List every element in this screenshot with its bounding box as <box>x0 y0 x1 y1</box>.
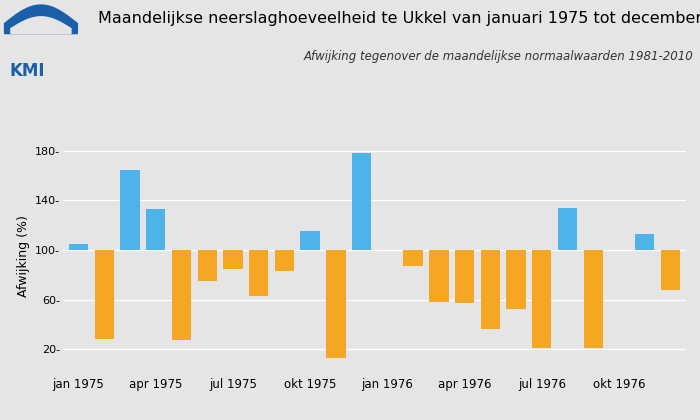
Bar <box>326 250 346 358</box>
Bar <box>94 250 114 339</box>
Text: Maandelijkse neerslaghoeveelheid te Ukkel van januari 1975 tot december 1976: Maandelijkse neerslaghoeveelheid te Ukke… <box>98 10 700 26</box>
Bar <box>661 250 680 290</box>
Polygon shape <box>4 5 77 34</box>
Bar <box>429 250 449 302</box>
Text: KMI: KMI <box>9 62 45 80</box>
Bar <box>223 250 243 268</box>
Bar <box>403 250 423 266</box>
Bar <box>532 250 552 348</box>
Polygon shape <box>11 17 71 34</box>
Bar <box>172 250 191 340</box>
Bar <box>481 250 500 329</box>
Bar <box>197 250 217 281</box>
Bar <box>274 250 294 271</box>
Bar <box>584 250 603 348</box>
Bar <box>249 250 268 296</box>
Bar <box>635 234 654 250</box>
Bar <box>352 153 371 250</box>
Bar <box>455 250 475 303</box>
Bar <box>146 209 165 250</box>
Y-axis label: Afwijking (%): Afwijking (%) <box>17 215 29 297</box>
Bar <box>506 250 526 310</box>
Text: Afwijking tegenover de maandelijkse normaalwaarden 1981-2010: Afwijking tegenover de maandelijkse norm… <box>303 50 693 63</box>
Bar <box>120 170 139 250</box>
Bar <box>300 231 320 250</box>
Bar <box>558 208 577 250</box>
Bar <box>69 244 88 250</box>
